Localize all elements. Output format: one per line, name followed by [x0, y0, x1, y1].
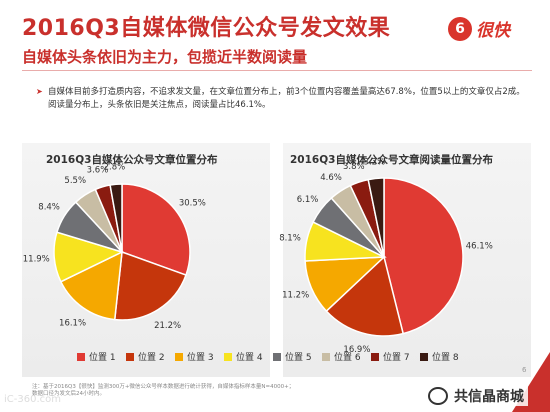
legend-item: 位置 4 [224, 350, 273, 363]
legend-swatch [224, 352, 232, 361]
pie-slice [59, 250, 123, 321]
pie-slice [367, 177, 385, 258]
logo-mark-icon: 6 [448, 16, 472, 41]
slice-label: 5.5% [64, 176, 86, 186]
legend-label: 位置 5 [285, 353, 312, 363]
slice-label: 3.2% [364, 157, 386, 167]
legend-label: 位置 1 [89, 353, 116, 363]
watermark-left: iC-360.com [4, 394, 61, 405]
page-title: 2016Q3自媒体微信公众号发文效果 [22, 16, 391, 41]
legend-label: 位置 6 [334, 353, 361, 363]
slice-label: 30.5% [179, 199, 206, 209]
slice-label: 11.9% [23, 255, 50, 265]
slice-label: 3.8% [343, 162, 365, 172]
pie-chart-position: 30.5% 21.2% 16.1% 11.9% 8.4% 5.5%3.6%2.8% [23, 162, 206, 331]
pie-slice [109, 183, 123, 253]
legend-item: 位置 5 [273, 350, 322, 363]
pie-chart-reading: 46.1% 16.9% 11.2% 8.1% 6.1% 4.6%3.8%3.2% [279, 157, 493, 355]
legend-label: 位置 3 [187, 353, 214, 363]
chart-title-position: 2016Q3自媒体公众号文章位置分布 [46, 154, 218, 166]
legend-swatch [77, 352, 85, 361]
legend-item: 位置 1 [77, 350, 126, 363]
legend-swatch [322, 352, 330, 361]
legend-swatch [420, 352, 428, 361]
chart-title-reading: 2016Q3自媒体公众号文章阅读量位置分布 [290, 154, 493, 166]
footnote-line-1: 注：基于2016Q3【很快】监测300万+微信公众号样本数据进行统计获得，自媒体… [32, 384, 295, 390]
footnote: 注：基于2016Q3【很快】监测300万+微信公众号样本数据进行统计获得，自媒体… [32, 384, 294, 398]
legend-swatch [126, 352, 134, 361]
watermark-right-text: 共信晶商城 [454, 389, 524, 405]
legend-item: 位置 7 [371, 350, 420, 363]
slice-label: 8.4% [38, 202, 60, 212]
logo-text: 很快 [476, 21, 510, 41]
legend-swatch [371, 352, 379, 361]
slice-label: 8.1% [279, 234, 301, 244]
legend-swatch [273, 352, 281, 361]
legend-label: 位置 8 [432, 353, 459, 363]
pie-slice [325, 255, 405, 337]
legend-item: 位置 2 [126, 350, 175, 363]
page-subtitle: 自媒体头条依旧为主力，包揽近半数阅读量 [22, 48, 308, 66]
slice-label: 11.2% [282, 291, 309, 301]
brand-logo: 6 很快 [448, 16, 510, 41]
title-divider [22, 70, 532, 71]
slice-label: 46.1% [466, 241, 493, 251]
slice-label: 2.8% [104, 162, 126, 172]
legend-item: 位置 8 [420, 350, 469, 363]
slice-label: 6.1% [297, 195, 319, 205]
wechat-icon [428, 387, 448, 405]
chart-legend: 位置 1 位置 2 位置 3 位置 4 位置 5 位置 6 位置 7 位置 8 [77, 350, 469, 363]
footnote-line-2: 数据口径为发文后24小时内。 [32, 391, 105, 397]
summary-paragraph: 自媒体目前多打造质内容，不追求发文量，在文章位置分布上，前3个位置内容覆盖量高达… [48, 87, 525, 110]
slice-label: 16.9% [343, 345, 370, 355]
bullet-arrow-icon: ➤ [36, 87, 43, 96]
slice-label: 3.6% [87, 166, 109, 176]
legend-label: 位置 7 [383, 353, 410, 363]
legend-swatch [175, 352, 183, 361]
pie-slice [113, 250, 187, 321]
legend-label: 位置 4 [236, 353, 263, 363]
watermark-right: 共信晶商城 [424, 386, 528, 406]
slice-label: 21.2% [154, 321, 181, 331]
pie-slice [121, 183, 191, 276]
slice-label: 16.1% [59, 318, 86, 328]
pie-slice [383, 177, 464, 335]
legend-item: 位置 3 [175, 350, 224, 363]
slice-label: 4.6% [320, 173, 342, 183]
legend-label: 位置 2 [138, 353, 165, 363]
legend-item: 位置 6 [322, 350, 371, 363]
